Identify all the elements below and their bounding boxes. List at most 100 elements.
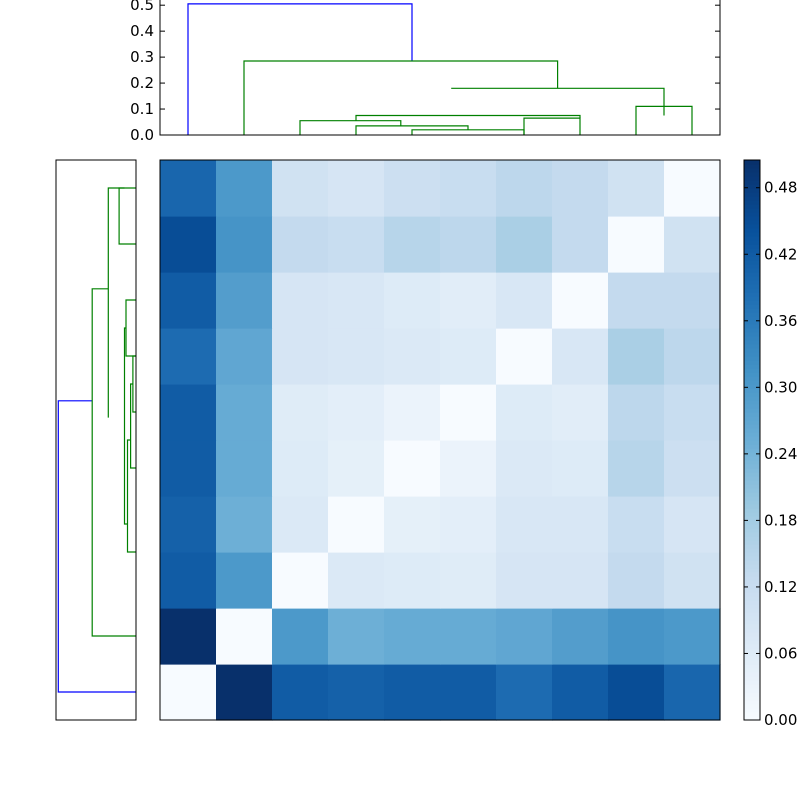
colorbar-segment <box>744 652 760 657</box>
colorbar-segment <box>744 368 760 373</box>
colorbar-segment <box>744 184 760 189</box>
colorbar-segment <box>744 496 760 501</box>
heatmap-cell <box>496 608 553 665</box>
heatmap-cell <box>664 328 721 385</box>
colorbar-segment <box>744 372 760 377</box>
heatmap-cell <box>440 160 497 217</box>
colorbar-segment <box>744 376 760 381</box>
colorbar-segment <box>744 308 760 313</box>
colorbar-segment <box>744 692 760 697</box>
colorbar-segment <box>744 404 760 409</box>
colorbar-segment <box>744 452 760 457</box>
heatmap-cell <box>160 440 217 497</box>
colorbar-segment <box>744 164 760 169</box>
heatmap-cell <box>384 328 441 385</box>
colorbar-segment <box>744 444 760 449</box>
colorbar-segment <box>744 252 760 257</box>
colorbar-segment <box>744 220 760 225</box>
heatmap-cell <box>328 272 385 329</box>
colorbar-segment <box>744 228 760 233</box>
colorbar-segment <box>744 400 760 405</box>
heatmap-cell <box>160 552 217 609</box>
heatmap-cell <box>552 608 609 665</box>
colorbar-segment <box>744 460 760 465</box>
heatmap-cell <box>272 160 329 217</box>
colorbar-segment <box>744 180 760 185</box>
colorbar-segment <box>744 272 760 277</box>
top-dendrogram-tick-label: 0.0 <box>130 126 154 144</box>
colorbar: 0.00 0.06 0.12 0.18 0.24 0.30 0.36 0.42 0.48 <box>743 159 797 729</box>
top-dendrogram-link-3 <box>355 114 581 121</box>
heatmap-cell <box>664 440 721 497</box>
colorbar-segment <box>744 268 760 273</box>
heatmap-cell <box>328 552 385 609</box>
colorbar-segment <box>744 524 760 529</box>
colorbar-segment <box>744 288 760 293</box>
heatmap-cell <box>608 216 665 273</box>
colorbar-segment <box>744 244 760 249</box>
heatmap-cell <box>608 384 665 441</box>
colorbar-segment <box>744 636 760 641</box>
heatmap-cell <box>272 272 329 329</box>
heatmap <box>159 159 721 721</box>
heatmap-cell <box>384 216 441 273</box>
colorbar-segment <box>744 440 760 445</box>
colorbar-segment <box>744 716 760 721</box>
heatmap-cell <box>216 216 273 273</box>
colorbar-segment <box>744 356 760 361</box>
colorbar-segment <box>744 360 760 365</box>
colorbar-segment <box>744 528 760 533</box>
heatmap-cell <box>328 328 385 385</box>
top-dendrogram-link-4 <box>299 120 402 135</box>
heatmap-cell <box>496 664 553 721</box>
heatmap-cell <box>664 384 721 441</box>
heatmap-cell <box>384 160 441 217</box>
colorbar-segment <box>744 580 760 585</box>
colorbar-segment <box>744 612 760 617</box>
colorbar-segment <box>744 224 760 229</box>
heatmap-cell <box>608 328 665 385</box>
top-dendrogram-link-1 <box>243 60 559 135</box>
colorbar-segment <box>744 264 760 269</box>
colorbar-segment <box>744 204 760 209</box>
heatmap-cell <box>608 608 665 665</box>
colorbar-segment <box>744 480 760 485</box>
colorbar-segment <box>744 700 760 705</box>
colorbar-segment <box>744 672 760 677</box>
heatmap-cell <box>328 160 385 217</box>
colorbar-segment <box>744 424 760 429</box>
colorbar-segment <box>744 488 760 493</box>
colorbar-segment <box>744 696 760 701</box>
colorbar-segment <box>744 160 760 165</box>
heatmap-cell <box>496 272 553 329</box>
heatmap-cell <box>160 160 217 217</box>
colorbar-segment <box>744 536 760 541</box>
heatmap-cell <box>328 496 385 553</box>
heatmap-cell <box>160 664 217 721</box>
heatmap-cell <box>216 664 273 721</box>
heatmap-cell <box>440 496 497 553</box>
heatmap-cell <box>608 272 665 329</box>
colorbar-segment <box>744 560 760 565</box>
colorbar-segment <box>744 640 760 645</box>
colorbar-tick-label: 0.24 <box>764 445 797 463</box>
colorbar-segment <box>744 448 760 453</box>
top-dendrogram-link-5 <box>355 125 469 135</box>
colorbar-tick-label: 0.36 <box>764 312 797 330</box>
colorbar-segment <box>744 396 760 401</box>
colorbar-segment <box>744 216 760 221</box>
colorbar-segment <box>744 300 760 305</box>
colorbar-segment <box>744 504 760 509</box>
colorbar-segment <box>744 704 760 709</box>
left-dendrogram-link-0 <box>57 400 136 693</box>
colorbar-segment <box>744 500 760 505</box>
heatmap-cell <box>216 552 273 609</box>
heatmap-cell <box>440 608 497 665</box>
colorbar-segment <box>744 632 760 637</box>
colorbar-segment <box>744 508 760 513</box>
colorbar-tick-label: 0.12 <box>764 578 797 596</box>
colorbar-segment <box>744 688 760 693</box>
heatmap-cell <box>272 664 329 721</box>
colorbar-segment <box>744 332 760 337</box>
